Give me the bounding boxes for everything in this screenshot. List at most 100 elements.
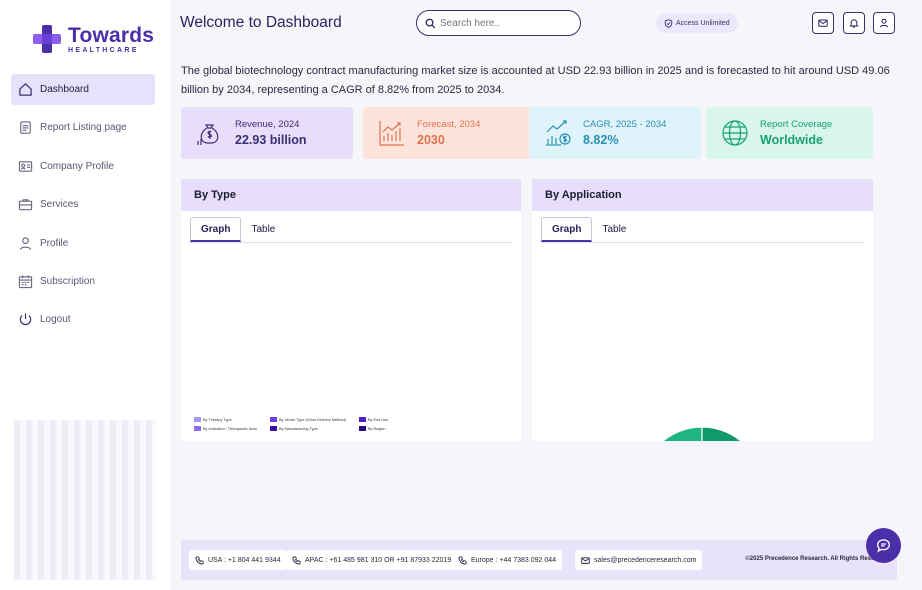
phone-icon <box>195 555 204 565</box>
legend-label: By Vector Type (Gene Delivery Method) <box>279 418 347 422</box>
kpi-label: Forecast, 2034 <box>417 119 481 130</box>
user-menu-button[interactable] <box>873 12 895 34</box>
footer-apac-phone[interactable]: APAC : +61 485 981 310 OR +91 87933 2201… <box>286 550 458 570</box>
sidebar-item-subscription[interactable]: Subscription <box>11 266 155 297</box>
sidebar-item-profile[interactable]: Profile <box>11 228 155 259</box>
legend-swatch <box>359 426 366 431</box>
footer-europe-text: Europe : +44 7383 092 044 <box>471 556 557 564</box>
footer-usa-phone[interactable]: USA : +1 804 441 9344 <box>189 550 287 570</box>
kpi-label: CAGR, 2025 - 2034 <box>583 119 667 130</box>
access-badge: Access Unlimited <box>656 13 738 33</box>
kpi-coverage: Report Coverage Worldwide <box>706 107 873 159</box>
sidebar-item-report-listing[interactable]: Report Listing page <box>11 112 155 143</box>
legend-swatch <box>359 417 366 422</box>
kpi-forecast: Forecast, 2034 2030 <box>363 107 535 159</box>
sidebar-item-logout[interactable]: Logout <box>11 304 155 335</box>
sidebar-item-label: Subscription <box>40 275 96 287</box>
tab-table[interactable]: Table <box>251 224 276 235</box>
market-summary: The global biotechnology contract manufa… <box>181 65 890 96</box>
tab-graph[interactable]: Graph <box>190 217 242 242</box>
tab-bar: Graph Table <box>541 217 636 242</box>
legend-label: By Manufacturing Type <box>279 427 318 431</box>
page-title: Welcome to Dashboard <box>180 14 342 31</box>
legend-label: By Region <box>368 427 386 431</box>
legend-swatch <box>194 426 201 431</box>
notification-button[interactable] <box>843 12 865 34</box>
bell-icon <box>849 19 859 28</box>
legend-swatch <box>194 417 201 422</box>
power-icon <box>19 313 32 326</box>
briefcase-icon <box>18 199 33 211</box>
legend-label: By Indication / Therapeutic Area <box>203 427 258 431</box>
sidebar-item-label: Profile <box>40 237 69 249</box>
sidebar-item-services[interactable]: Services <box>11 189 155 220</box>
kpi-cagr: CAGR, 2025 - 2034 8.82% <box>529 107 701 159</box>
search-input[interactable] <box>440 17 570 29</box>
sidebar-item-label: Dashboard <box>40 84 89 95</box>
sidebar-decoration <box>14 420 156 580</box>
footer-email-text: sales@precedenceresearch.com <box>594 556 697 564</box>
legend-swatch <box>270 426 277 431</box>
phone-icon <box>292 555 301 565</box>
shield-check-icon <box>664 18 673 28</box>
id-card-icon <box>18 161 33 172</box>
mail-button[interactable] <box>812 12 834 34</box>
tab-graph[interactable]: Graph <box>541 217 593 242</box>
footer: USA : +1 804 441 9344 APAC : +61 485 981… <box>181 540 897 580</box>
calendar-icon <box>18 275 33 289</box>
tab-divider <box>190 242 512 243</box>
kpi-value: 2030 <box>417 133 445 147</box>
search-icon <box>425 18 436 28</box>
money-bag-icon <box>197 124 219 145</box>
area-chart: 0510152025303520242025202620272028202920… <box>194 417 388 431</box>
user-icon <box>879 18 889 28</box>
footer-apac-text: APAC : +61 485 981 310 OR +91 87933 2201… <box>305 556 452 564</box>
logo[interactable]: Towards HEALTHCARE <box>32 24 154 54</box>
chat-button[interactable] <box>866 528 901 563</box>
access-label: Access Unlimited <box>676 19 730 27</box>
home-icon <box>19 83 32 96</box>
globe-icon <box>722 120 748 146</box>
sidebar-item-label: Logout <box>40 314 71 326</box>
copyright: ©2025 Precedence Research. All Rights Re… <box>745 556 887 562</box>
mail-icon <box>581 556 590 564</box>
kpi-label: Report Coverage <box>760 119 833 130</box>
search-box[interactable] <box>416 10 581 36</box>
tab-bar: Graph Table <box>190 217 285 242</box>
footer-usa-text: USA : +1 804 441 9344 <box>208 556 281 564</box>
tab-table[interactable]: Table <box>602 224 627 235</box>
pie-chart: 25%13%22%40%U.SAPACLAMIAEurope <box>662 426 742 441</box>
pie-slice <box>662 426 703 441</box>
legend-label: By End Use <box>368 418 388 422</box>
sidebar-nav: Dashboard Report Listing page Company Pr… <box>11 74 155 343</box>
chat-icon <box>877 539 890 553</box>
footer-email[interactable]: sales@precedenceresearch.com <box>575 550 703 570</box>
kpi-value: 8.82% <box>583 133 619 147</box>
kpi-value: 22.93 billion <box>235 133 307 147</box>
growth-chart-icon <box>379 121 404 146</box>
tab-divider <box>541 242 864 243</box>
sidebar: Towards HEALTHCARE Dashboard Report List… <box>0 0 170 590</box>
document-icon <box>20 121 31 135</box>
sidebar-item-dashboard[interactable]: Dashboard <box>11 74 155 105</box>
kpi-revenue: Revenue, 2024 22.93 billion <box>181 107 353 159</box>
kpi-label: Revenue, 2024 <box>235 119 300 130</box>
kpi-value: Worldwide <box>760 133 823 147</box>
sidebar-item-label: Company Profile <box>40 160 114 172</box>
logo-title: Towards <box>68 23 155 47</box>
legend-swatch <box>270 417 277 422</box>
header: Welcome to Dashboard Access Unlimited <box>170 0 922 48</box>
phone-icon <box>458 555 467 565</box>
panel-title: By Type <box>181 179 521 211</box>
logo-subtitle: HEALTHCARE <box>68 46 139 54</box>
sidebar-item-label: Report Listing page <box>40 122 127 134</box>
footer-europe-phone[interactable]: Europe : +44 7383 092 044 <box>452 550 563 570</box>
cagr-chart-icon <box>546 120 571 146</box>
logo-cross-icon <box>32 24 62 54</box>
by-type-panel: By Type Graph Table 05101520253035202420… <box>181 179 521 441</box>
sidebar-item-label: Services <box>40 199 79 211</box>
sidebar-item-company-profile[interactable]: Company Profile <box>11 151 155 182</box>
panel-title: By Application <box>532 179 873 211</box>
legend-label: By Therapy Type <box>203 418 232 422</box>
pie-slice <box>701 426 742 441</box>
